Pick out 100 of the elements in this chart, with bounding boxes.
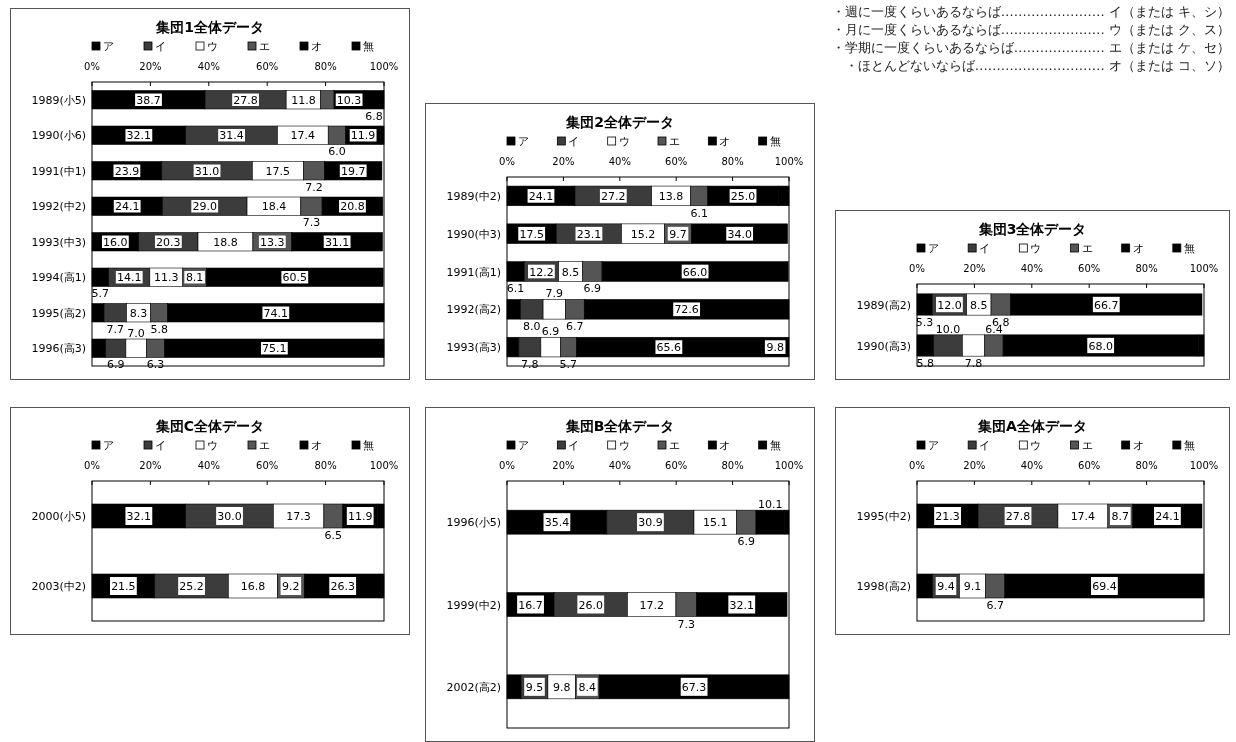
data-label: 6.8 <box>365 109 383 123</box>
x-tick-label: 20% <box>139 460 162 471</box>
legend-label: 無 <box>1183 439 1195 452</box>
y-tick-label: 1992(高2) <box>446 303 501 317</box>
data-label: 7.3 <box>302 216 321 230</box>
y-tick-label: 1991(高1) <box>446 265 501 279</box>
data-label: 25.0 <box>730 189 756 203</box>
x-tick-label: 0% <box>84 460 100 471</box>
data-label: 15.2 <box>630 227 656 241</box>
legend-label: ウ <box>207 40 218 53</box>
data-label: 8.1 <box>185 271 204 285</box>
y-tick-label: 1989(小5) <box>31 93 86 107</box>
x-tick-label: 40% <box>197 61 220 72</box>
legend-label: ウ <box>618 135 630 148</box>
data-label: 11.9 <box>350 129 376 143</box>
data-label: 10.3 <box>336 93 362 107</box>
legend-label: オ <box>311 439 322 452</box>
data-label: 27.2 <box>601 189 626 203</box>
chart-title: 集団C全体データ <box>154 418 265 434</box>
text: ・月に一度くらいあるならば…………………… ウ（または ク、ス） <box>831 22 1230 37</box>
data-label: 66.0 <box>682 265 708 279</box>
x-tick-label: 0% <box>909 460 925 471</box>
data-label: 27.8 <box>233 93 258 107</box>
x-tick-label: 40% <box>608 156 631 167</box>
data-label: 69.4 <box>1092 580 1117 593</box>
x-tick-label: 40% <box>608 460 631 471</box>
legend-label: エ <box>259 40 270 53</box>
chart-title: 集団3全体データ <box>977 221 1087 237</box>
data-label: 27.8 <box>1005 510 1031 523</box>
x-tick-label: 20% <box>963 263 986 274</box>
data-label: 10.1 <box>758 498 783 512</box>
data-label: 13.3 <box>260 235 285 249</box>
data-label: 6.1 <box>690 206 708 220</box>
data-label: 8.4 <box>578 680 597 694</box>
x-tick-label: 20% <box>552 460 575 471</box>
data-label: 17.5 <box>519 227 544 241</box>
x-tick-label: 60% <box>665 460 688 471</box>
legend-label: イ <box>979 242 991 255</box>
x-tick-label: 20% <box>552 156 575 167</box>
legend-label: ア <box>928 242 939 255</box>
data-label: 6.9 <box>541 325 560 339</box>
data-label: 23.9 <box>114 164 140 178</box>
y-tick-label: 1999(中2) <box>446 598 501 612</box>
data-label: 5.8 <box>150 322 168 336</box>
data-label: 16.0 <box>103 235 128 249</box>
data-label: 16.8 <box>240 580 266 593</box>
legend-label: エ <box>1081 439 1093 452</box>
data-label: 21.5 <box>111 580 136 593</box>
data-label: 32.1 <box>126 510 152 523</box>
data-label: 38.7 <box>136 93 161 107</box>
data-label: 9.1 <box>963 580 982 593</box>
text: ・週に一度くらいあるならば…………………… イ（または キ、シ） <box>831 4 1230 19</box>
data-label: 17.3 <box>286 510 311 523</box>
data-label: 35.4 <box>544 516 570 530</box>
chart-title: 集団1全体データ <box>155 19 264 35</box>
data-label: 18.8 <box>213 235 238 249</box>
data-label: 8.7 <box>1111 510 1130 523</box>
data-label: 72.6 <box>674 303 699 317</box>
data-label: 32.1 <box>126 129 152 143</box>
data-label: 6.9 <box>107 358 125 372</box>
data-label: 9.7 <box>669 227 687 241</box>
data-label: 34.0 <box>727 227 752 241</box>
data-label: 7.0 <box>127 327 145 341</box>
data-label: 5.7 <box>559 357 578 371</box>
legend-label: ウ <box>207 439 218 452</box>
data-label: 14.1 <box>116 271 142 285</box>
data-label: 17.4 <box>1070 510 1096 523</box>
x-tick-label: 60% <box>256 61 279 72</box>
data-label: 30.0 <box>217 510 242 523</box>
data-label: 31.4 <box>219 129 244 143</box>
data-label: 11.3 <box>154 271 179 285</box>
x-tick-label: 40% <box>1020 460 1043 471</box>
legend-label: ア <box>518 439 529 452</box>
legend-label: イ <box>979 439 991 452</box>
data-label: 6.5 <box>324 529 343 542</box>
data-label: 7.8 <box>521 357 539 371</box>
data-label: 6.9 <box>583 282 602 296</box>
data-label: 32.1 <box>729 598 755 612</box>
data-label: 9.5 <box>525 680 544 694</box>
y-tick-label: 1991(中1) <box>31 164 86 178</box>
data-label: 7.3 <box>677 617 695 631</box>
y-tick-label: 1995(高2) <box>31 306 86 320</box>
data-label: 9.4 <box>937 580 955 593</box>
legend-label: 無 <box>363 439 374 452</box>
y-tick-label: 1990(小6) <box>31 129 86 143</box>
data-label: 16.7 <box>518 598 543 612</box>
legend-label: ア <box>518 135 529 148</box>
legend-label: ウ <box>1030 439 1042 452</box>
legend-label: 無 <box>1183 242 1195 255</box>
data-label: 5.7 <box>91 287 110 301</box>
data-label: 15.1 <box>703 516 728 530</box>
data-label: 19.7 <box>340 164 366 178</box>
y-tick-label: 2002(高2) <box>446 680 501 694</box>
data-label: 7.2 <box>305 180 323 194</box>
legend-label: ウ <box>618 439 630 452</box>
legend-label: オ <box>719 135 731 148</box>
data-label: 6.0 <box>328 145 346 159</box>
data-label: 8.0 <box>523 320 541 334</box>
data-label: 25.2 <box>179 580 204 593</box>
data-label: 9.8 <box>552 680 571 694</box>
